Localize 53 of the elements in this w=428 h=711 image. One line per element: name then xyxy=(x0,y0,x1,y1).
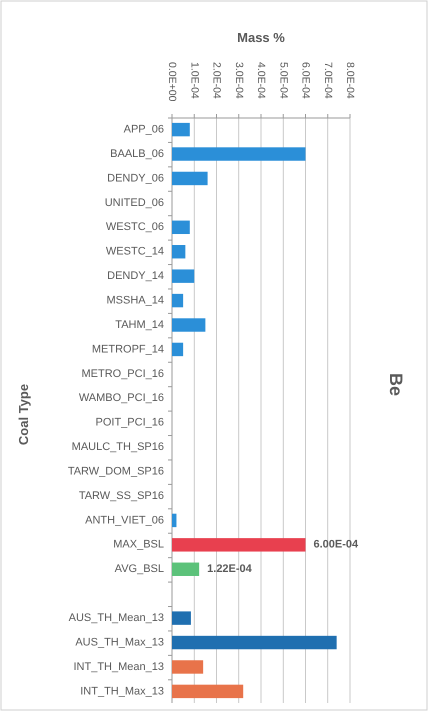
bar xyxy=(172,611,191,625)
y-tick-label: MAULC_TH_SP16 xyxy=(72,441,164,454)
bar xyxy=(172,172,208,186)
bar xyxy=(172,684,244,698)
text: Be xyxy=(386,372,406,396)
y-tick-label: AVG_BSL xyxy=(114,563,164,576)
y-tick-label: TARW_DOM_SP16 xyxy=(68,465,164,478)
y-tick-label: AUS_TH_Max_13 xyxy=(75,636,164,648)
y-tick-label: WESTC_14 xyxy=(106,246,164,258)
bar xyxy=(172,514,176,528)
y-tick-label: METROPF_14 xyxy=(92,343,164,356)
y-tick-label: DENDY_06 xyxy=(107,172,164,184)
y-tick-label: INT_TH_Mean_13 xyxy=(74,660,164,673)
x-tick-label: 4.0E-04 xyxy=(255,62,268,99)
x-tick-label: 8.0E-04 xyxy=(344,62,356,99)
y-tick-label: AUS_TH_Mean_13 xyxy=(68,612,164,624)
bar xyxy=(172,122,190,136)
x-tick-label: 5.0E-04 xyxy=(277,62,290,99)
bar xyxy=(172,318,206,332)
y-tick-label: ANTH_VIET_06 xyxy=(85,514,164,526)
bar xyxy=(172,342,184,356)
y-tick-label: WAMBO_PCI_16 xyxy=(78,392,164,404)
data-label: 6.00E-04 xyxy=(314,538,360,551)
y-tick-label: TAHM_14 xyxy=(115,318,164,331)
y-tick-label: INT_TH_Max_13 xyxy=(80,685,164,698)
bar xyxy=(172,294,184,308)
x-tick-label: 6.0E-04 xyxy=(300,62,312,99)
x-tick-label: 0.0E+00 xyxy=(166,62,178,102)
y-tick-label: DENDY_14 xyxy=(107,270,164,282)
y-tick-label: UNITED_06 xyxy=(104,196,164,209)
bar xyxy=(172,660,204,674)
x-tick-label: 2.0E-04 xyxy=(210,62,223,99)
x-tick-label: 1.0E-04 xyxy=(188,62,200,99)
x-tick-label: 3.0E-04 xyxy=(232,62,245,99)
bar xyxy=(172,220,190,234)
data-label: 1.22E-04 xyxy=(207,563,253,576)
bar xyxy=(172,562,200,576)
y-axis-title: Coal Type xyxy=(16,384,31,446)
bar xyxy=(172,147,306,161)
y-tick-label: MAX_BSL xyxy=(113,538,164,551)
y-tick-label: METRO_PCI_16 xyxy=(81,368,164,380)
bar xyxy=(172,636,337,650)
y-tick-label: APP_06 xyxy=(124,124,164,136)
bar xyxy=(172,538,306,552)
x-axis-title: Mass % xyxy=(237,30,286,45)
bar xyxy=(172,269,194,283)
bar xyxy=(172,245,186,258)
y-tick-label: BAALB_06 xyxy=(110,148,164,160)
y-tick-label: TARW_SS_SP16 xyxy=(78,490,164,502)
y-tick-label: MSSHA_14 xyxy=(106,294,164,306)
y-tick-label: POIT_PCI_16 xyxy=(96,416,164,429)
x-tick-label: 7.0E-04 xyxy=(322,62,334,99)
y-tick-label: WESTC_06 xyxy=(106,221,164,234)
